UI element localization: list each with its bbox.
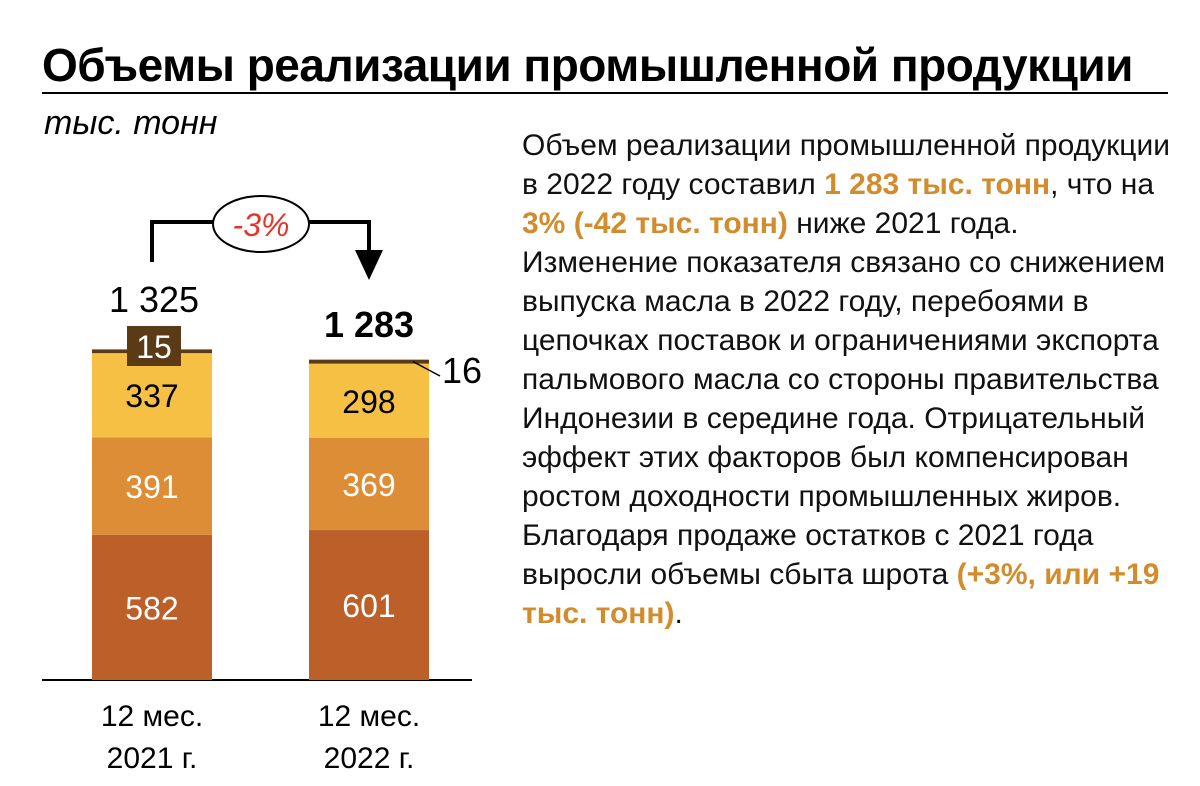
unit-label: тыс. тонн [44,104,218,142]
change-bracket [150,220,218,262]
change-percent-label: -3% [233,207,290,243]
total-label: 1 283 [324,304,414,345]
bar-value-label: 582 [125,590,178,626]
commentary-part: ниже 2021 года. Изменение показателя свя… [522,207,1166,591]
category-label: 2021 г. [107,742,198,775]
down-arrow-icon [355,250,383,280]
bar-value-label: 369 [342,467,395,503]
total-label: 1 325 [109,279,199,320]
category-label: 12 мес. [318,700,420,733]
commentary-part: . [674,597,683,630]
category-label: 2022 г. [324,742,415,775]
highlight-volume: 1 283 тыс. тонн [824,168,1051,201]
bar-value-label: 391 [125,469,178,505]
bar-value-label: 337 [125,378,178,414]
bar-segment [309,437,429,531]
change-badge [212,195,310,253]
page-title: Объемы реализации промышленной продукции [42,39,1133,91]
change-bracket [306,220,371,252]
category-label: 12 мес. [101,700,203,733]
title-rule [42,92,1168,94]
bar-value-label: 298 [342,384,395,420]
small-segment-badge [127,326,181,366]
bar-segment [309,363,429,438]
bar-segment [309,359,429,364]
bar-segment [309,530,429,680]
callout-leader [412,360,441,377]
bar-value-label: 601 [342,588,395,624]
commentary-part: , что на [1050,168,1155,201]
bar-value-label: 15 [136,329,172,365]
commentary-part: Объем реализации промышленной продукции … [522,129,1170,201]
commentary-text: Объем реализации промышленной продукции … [522,126,1182,633]
highlight-meal-growth: (+3%, или +19 тыс. тонн) [522,558,1160,630]
bar-segment [92,353,212,438]
highlight-decline: 3% (-42 тыс. тонн) [522,207,788,240]
bar-segment [92,534,212,680]
bar-segment [92,437,212,535]
bar-value-label: 16 [442,350,482,391]
